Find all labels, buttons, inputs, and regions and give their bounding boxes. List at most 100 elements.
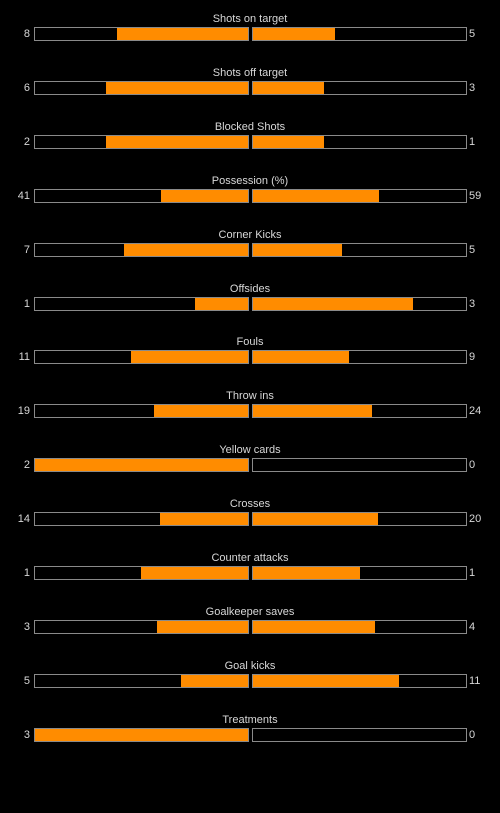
stat-label: Shots off target — [212, 67, 288, 79]
home-bar — [34, 135, 249, 149]
away-value: 59 — [469, 190, 482, 202]
stat-label: Fouls — [236, 336, 264, 348]
home-bar — [34, 297, 249, 311]
home-value: 1 — [23, 298, 30, 310]
stat-row: Goalkeeper saves 3 4 — [0, 605, 500, 645]
stat-row: Possession (%) 41 59 — [0, 174, 500, 214]
stat-row: Throw ins 19 24 — [0, 389, 500, 429]
away-bar — [252, 458, 467, 472]
home-bar-fill — [106, 136, 248, 148]
stat-row: Shots on target 8 5 — [0, 12, 500, 52]
away-bar-fill — [253, 567, 360, 579]
away-value: 11 — [469, 675, 481, 687]
away-bar-fill — [253, 351, 349, 363]
stat-row: Corner Kicks 7 5 — [0, 228, 500, 268]
home-bar — [34, 566, 249, 580]
home-bar-fill — [35, 459, 248, 471]
away-bar-fill — [253, 82, 324, 94]
away-value: 0 — [469, 459, 476, 471]
away-value: 3 — [469, 298, 476, 310]
home-bar — [34, 512, 249, 526]
stat-label: Treatments — [222, 714, 278, 726]
home-value: 2 — [23, 459, 30, 471]
stat-row: Counter attacks 1 1 — [0, 551, 500, 591]
away-value: 4 — [469, 621, 476, 633]
away-bar-fill — [253, 190, 379, 202]
home-bar — [34, 458, 249, 472]
stat-row: Blocked Shots 2 1 — [0, 120, 500, 160]
away-bar-fill — [253, 621, 375, 633]
stat-label: Counter attacks — [211, 552, 289, 564]
away-value: 24 — [469, 405, 482, 417]
stat-row: Offsides 1 3 — [0, 282, 500, 322]
away-bar — [252, 350, 467, 364]
stat-label: Offsides — [229, 283, 271, 295]
home-value: 5 — [23, 675, 30, 687]
home-value: 3 — [23, 621, 30, 633]
stat-label: Blocked Shots — [214, 121, 286, 133]
stat-label: Crosses — [229, 498, 271, 510]
home-bar — [34, 404, 249, 418]
away-bar-fill — [253, 405, 372, 417]
home-bar-fill — [160, 513, 248, 525]
stat-row: Fouls 11 9 — [0, 335, 500, 375]
home-value: 8 — [23, 28, 30, 40]
home-bar — [34, 728, 249, 742]
home-value: 3 — [23, 729, 30, 741]
stat-label: Corner Kicks — [218, 229, 282, 241]
home-value: 6 — [23, 82, 30, 94]
away-bar — [252, 620, 467, 634]
stat-label: Throw ins — [226, 390, 274, 402]
stat-row: Crosses 14 20 — [0, 497, 500, 537]
away-value: 5 — [469, 244, 476, 256]
away-value: 9 — [469, 351, 476, 363]
away-bar — [252, 728, 467, 742]
stat-label: Possession (%) — [211, 175, 289, 187]
away-value: 1 — [469, 567, 476, 579]
home-bar-fill — [157, 621, 248, 633]
away-value: 1 — [469, 136, 476, 148]
home-bar-fill — [106, 82, 248, 94]
home-bar — [34, 350, 249, 364]
stat-label: Goal kicks — [224, 660, 276, 672]
home-bar-fill — [35, 729, 248, 741]
away-bar — [252, 297, 467, 311]
home-bar — [34, 189, 249, 203]
home-bar — [34, 243, 249, 257]
away-bar-fill — [253, 136, 324, 148]
home-bar-fill — [161, 190, 248, 202]
away-bar-fill — [253, 675, 399, 687]
away-bar — [252, 81, 467, 95]
stat-row: Treatments 3 0 — [0, 713, 500, 753]
away-bar-fill — [253, 513, 378, 525]
home-value: 41 — [17, 190, 30, 202]
home-bar-fill — [124, 244, 248, 256]
home-bar — [34, 27, 249, 41]
away-value: 0 — [469, 729, 476, 741]
home-bar — [34, 620, 249, 634]
home-value: 11 — [18, 351, 30, 363]
away-bar-fill — [253, 28, 335, 40]
home-value: 7 — [23, 244, 30, 256]
away-bar — [252, 27, 467, 41]
home-value: 14 — [17, 513, 30, 525]
home-bar-fill — [117, 28, 248, 40]
home-bar-fill — [141, 567, 248, 579]
away-value: 3 — [469, 82, 476, 94]
away-bar — [252, 566, 467, 580]
away-bar-fill — [253, 244, 342, 256]
home-bar-fill — [195, 298, 248, 310]
stat-label: Yellow cards — [219, 444, 281, 456]
away-bar — [252, 189, 467, 203]
stat-label: Goalkeeper saves — [205, 606, 295, 618]
away-bar — [252, 404, 467, 418]
stat-row: Goal kicks 5 11 — [0, 659, 500, 699]
home-bar-fill — [154, 405, 248, 417]
away-bar — [252, 512, 467, 526]
home-bar-fill — [131, 351, 248, 363]
home-value: 19 — [17, 405, 30, 417]
away-value: 5 — [469, 28, 476, 40]
away-bar — [252, 674, 467, 688]
away-value: 20 — [469, 513, 482, 525]
